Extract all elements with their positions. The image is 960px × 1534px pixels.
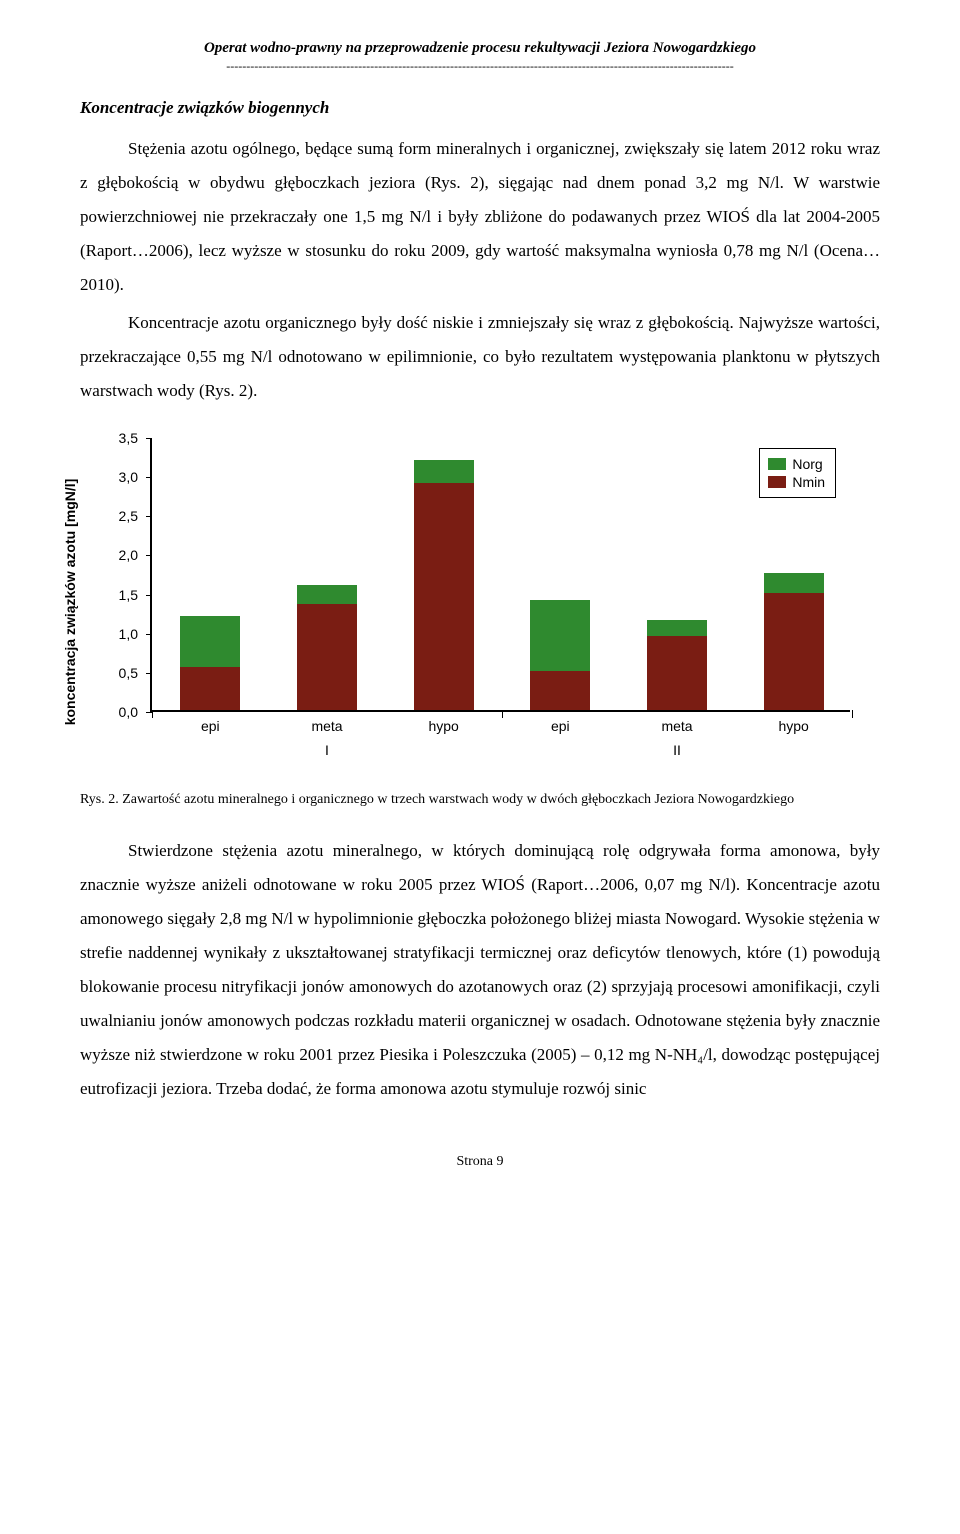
chart-caption: Rys. 2. Zawartość azotu mineralnego i or… (80, 790, 880, 810)
chart-ytick: 0,5 (119, 665, 138, 681)
chart-xtick-label: epi (530, 718, 590, 734)
chart-bar-norg (764, 573, 824, 593)
chart-y-label: koncentracja związków azotu [mgN/l] (62, 479, 78, 726)
chart-xtick-label: hypo (764, 718, 824, 734)
chart-ytick: 0,0 (119, 704, 138, 720)
chart-plot-area: NorgNmin epimetahypoepimetahypoIII (150, 438, 850, 712)
header-title: Operat wodno-prawny na przeprowadzenie p… (80, 40, 880, 57)
chart-ytick: 3,5 (119, 430, 138, 446)
chart-bar-nmin (530, 671, 590, 710)
chart-bar-nmin (414, 483, 474, 710)
chart-xgroup-label: II (657, 742, 697, 758)
chart-bar-norg (297, 585, 357, 605)
chart-ytick: 2,0 (119, 547, 138, 563)
chart-bars: epimetahypoepimetahypoIII (152, 438, 850, 710)
chart-ytick: 2,5 (119, 508, 138, 524)
paragraph-1: Stężenia azotu ogólnego, będące sumą for… (80, 132, 880, 302)
header-rule: ----------------------------------------… (80, 59, 880, 74)
nitrogen-chart: koncentracja związków azotu [mgN/l] 0,00… (80, 432, 860, 772)
chart-xtick-label: hypo (414, 718, 474, 734)
chart-ytick: 1,0 (119, 626, 138, 642)
chart-ytick: 3,0 (119, 469, 138, 485)
paragraph-2: Koncentracje azotu organicznego były doś… (80, 306, 880, 408)
chart-bar-nmin (180, 667, 240, 710)
chart-bar-nmin (764, 593, 824, 710)
chart-xtick-label: epi (180, 718, 240, 734)
chart-bar-norg (647, 620, 707, 636)
chart-xgroup-label: I (307, 742, 347, 758)
chart-xtick-label: meta (297, 718, 357, 734)
chart-bar-norg (414, 460, 474, 483)
page-footer: Strona 9 (80, 1154, 880, 1170)
paragraph-3: Stwierdzone stężenia azotu mineralnego, … (80, 834, 880, 1106)
section-title: Koncentracje związków biogennych (80, 98, 880, 118)
chart-bar-norg (530, 600, 590, 670)
chart-xtick-label: meta (647, 718, 707, 734)
chart-bar-nmin (297, 604, 357, 710)
chart-bar-norg (180, 616, 240, 667)
chart-y-ticks: 0,0 0,5 1,0 1,5 2,0 2,5 3,0 3,5 (80, 432, 144, 772)
chart-bar-nmin (647, 636, 707, 710)
chart-ytick: 1,5 (119, 587, 138, 603)
